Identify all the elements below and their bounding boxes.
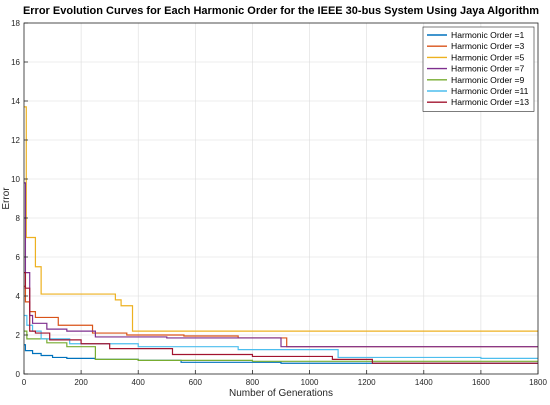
y-tick-label: 2 bbox=[16, 331, 21, 340]
y-tick-label: 0 bbox=[16, 370, 21, 379]
y-axis-label: Error bbox=[1, 187, 12, 210]
x-tick-label: 1200 bbox=[358, 378, 376, 387]
legend-label: Harmonic Order =9 bbox=[451, 75, 525, 85]
y-tick-label: 8 bbox=[16, 214, 21, 223]
chart-title: Error Evolution Curves for Each Harmonic… bbox=[23, 5, 539, 17]
y-tick-label: 16 bbox=[11, 58, 20, 67]
grid-lines bbox=[23, 22, 539, 375]
legend-label: Harmonic Order =1 bbox=[451, 30, 525, 40]
x-tick-label: 200 bbox=[74, 378, 88, 387]
x-tick-label: 1400 bbox=[415, 378, 433, 387]
series-layer bbox=[24, 106, 538, 364]
y-tick-label: 18 bbox=[11, 19, 20, 28]
axes-box bbox=[23, 22, 539, 375]
legend-label: Harmonic Order =3 bbox=[451, 41, 525, 51]
legend-label: Harmonic Order =7 bbox=[451, 64, 525, 74]
x-tick-label: 0 bbox=[22, 378, 27, 387]
x-tick-label: 800 bbox=[246, 378, 260, 387]
series-line-5 bbox=[24, 330, 538, 362]
x-axis-label: Number of Generations bbox=[229, 388, 333, 399]
series-line-3 bbox=[24, 106, 538, 332]
x-tick-label: 1800 bbox=[529, 378, 547, 387]
x-tick-label: 400 bbox=[132, 378, 146, 387]
x-tick-label: 1000 bbox=[301, 378, 319, 387]
legend-label: Harmonic Order =5 bbox=[451, 52, 525, 62]
y-tick-label: 6 bbox=[16, 253, 21, 262]
series-line-4 bbox=[24, 182, 538, 348]
legend-label: Harmonic Order =11 bbox=[451, 86, 529, 96]
x-tick-label: 1600 bbox=[472, 378, 490, 387]
y-tick-label: 4 bbox=[16, 292, 21, 301]
series-line-7 bbox=[24, 272, 538, 364]
y-tick-label: 12 bbox=[11, 136, 20, 145]
x-tick-label: 600 bbox=[189, 378, 203, 387]
y-tick-label: 10 bbox=[11, 175, 20, 184]
axis-ticks: 0 200 400 600 800 1000 1200 1400 1600 1800 0 2 4 6 8 10… bbox=[11, 19, 547, 387]
series-line-1 bbox=[24, 344, 538, 364]
y-tick-label: 14 bbox=[11, 97, 20, 106]
legend-label: Harmonic Order =13 bbox=[451, 97, 529, 107]
